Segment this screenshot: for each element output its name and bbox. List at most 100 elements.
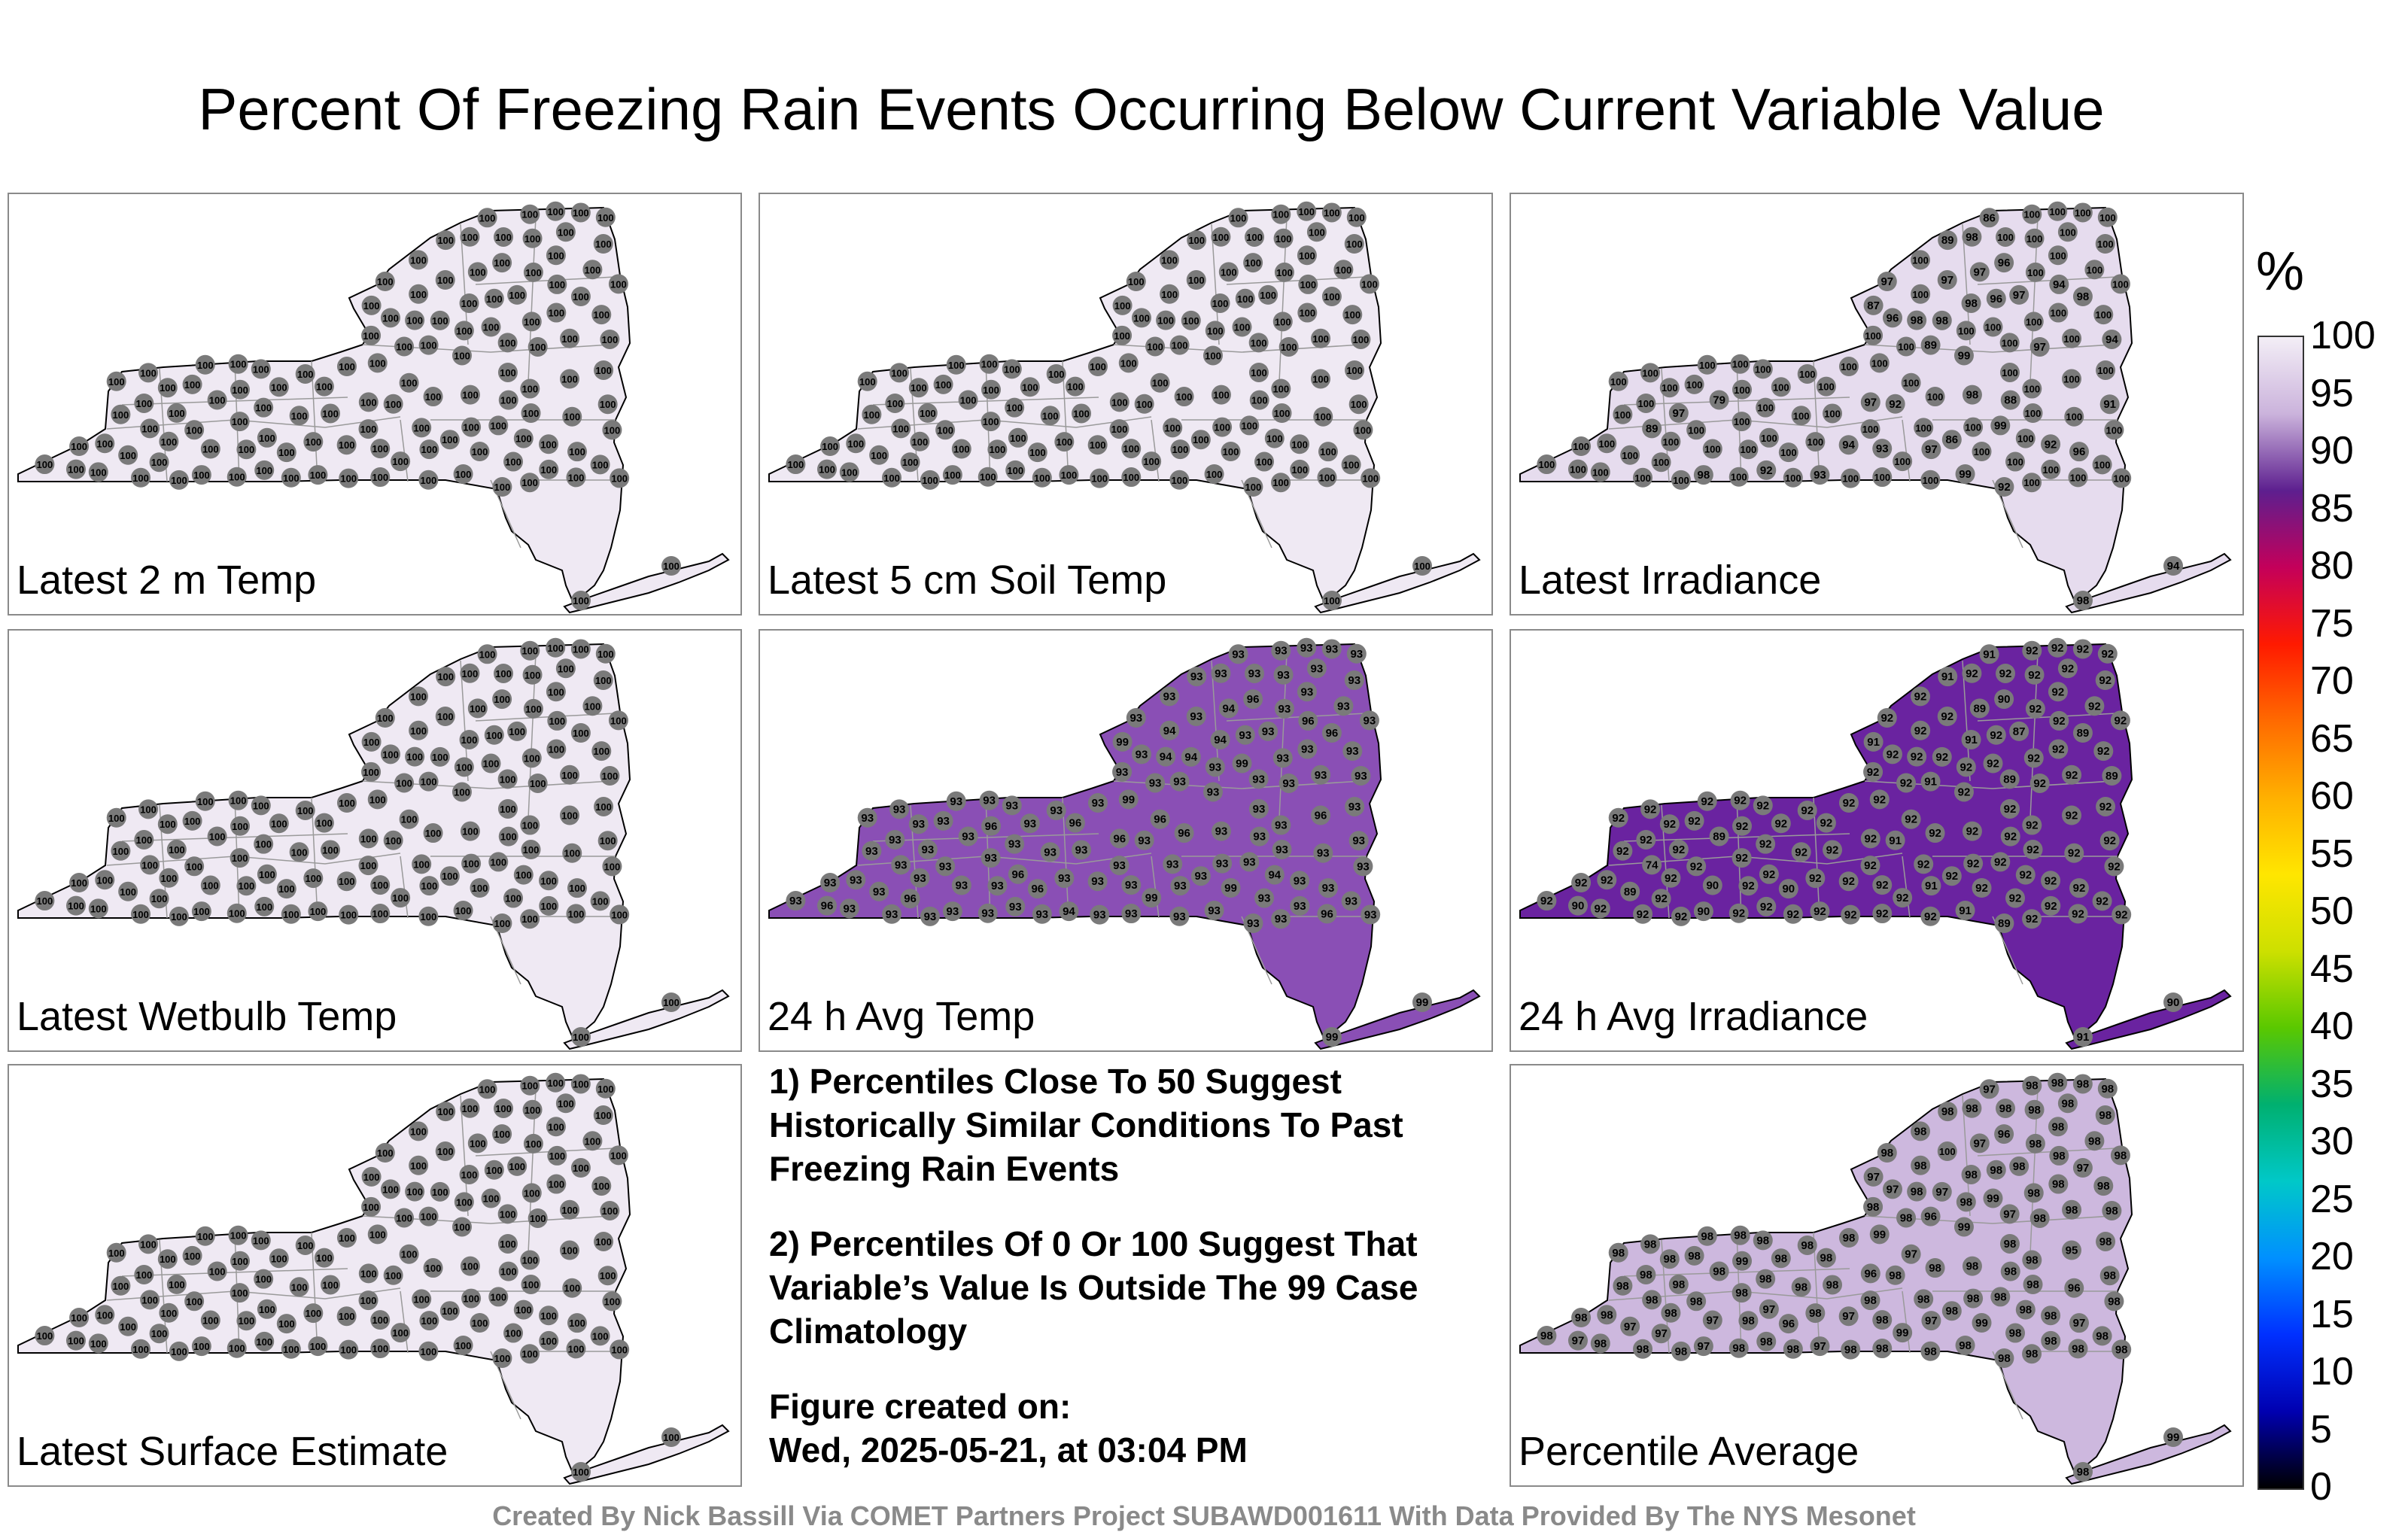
station-value: 100 <box>1898 341 1914 352</box>
station-value: 100 <box>1865 330 1881 342</box>
station-marker: 100 <box>1126 271 1146 291</box>
station-marker: 86 <box>1941 430 1962 450</box>
station-marker: 100 <box>157 814 178 834</box>
station-dot <box>1805 1303 1826 1324</box>
station-dot <box>520 204 540 224</box>
station-value: 100 <box>1123 472 1139 483</box>
station-marker: 100 <box>361 761 382 782</box>
station-value: 99 <box>1224 882 1237 895</box>
station-marker: 100 <box>1911 250 1931 270</box>
station-value: 100 <box>1214 422 1230 433</box>
station-marker: 100 <box>191 465 211 485</box>
station-dot <box>418 906 439 926</box>
station-marker: 96 <box>1243 689 1263 710</box>
station-value: 93 <box>1093 909 1106 922</box>
station-dot <box>484 1160 504 1180</box>
station-dot <box>1979 208 1999 228</box>
station-marker: 100 <box>1298 274 1318 294</box>
station-dot <box>507 1156 528 1176</box>
station-dot <box>1322 591 1342 610</box>
station-dot <box>1810 465 1830 485</box>
station-value: 98 <box>2045 1335 2057 1348</box>
station-marker: 100 <box>95 870 115 890</box>
station-dot <box>1810 1336 1830 1357</box>
station-dot <box>562 406 582 427</box>
station-dot <box>1962 821 1982 841</box>
station-marker: 92 <box>1896 773 1917 793</box>
station-marker: 100 <box>597 1266 618 1286</box>
station-dot <box>321 1275 341 1295</box>
station-value: 100 <box>1841 361 1857 372</box>
station-dot <box>138 1234 159 1254</box>
station-marker: 100 <box>2112 468 2132 488</box>
station-value: 91 <box>2103 398 2116 411</box>
station-marker: 92 <box>1805 868 1826 889</box>
station-marker: 100 <box>2022 204 2042 224</box>
station-value: 97 <box>1672 407 1685 420</box>
station-dot <box>2048 302 2069 323</box>
station-marker: 93 <box>882 904 902 924</box>
station-marker: 100 <box>1317 467 1337 488</box>
station-marker: 100 <box>423 1258 443 1278</box>
station-marker: 98 <box>2072 1074 2093 1094</box>
station-value: 100 <box>2026 316 2042 327</box>
station-value: 98 <box>2099 1109 2112 1122</box>
station-marker: 93 <box>1235 725 1255 745</box>
panel-latest-wetbulb-temp: 100 100 100 100 100 100 100 100 100 100 100 100 100 1… <box>8 629 742 1052</box>
station-value: 100 <box>561 333 578 345</box>
station-marker: 98 <box>1925 1258 1945 1278</box>
station-marker: 100 <box>269 377 289 397</box>
station-value: 100 <box>479 212 496 223</box>
station-dot <box>2073 1027 2093 1047</box>
station-dot <box>1072 840 1092 860</box>
station-value: 92 <box>1924 910 1937 923</box>
station-marker: 98 <box>1999 1233 2020 1254</box>
station-value: 94 <box>1184 751 1197 764</box>
station-marker: 92 <box>2092 891 2112 911</box>
station-dot <box>567 442 587 462</box>
station-marker: 96 <box>1174 823 1194 843</box>
station-value: 100 <box>401 814 418 825</box>
station-marker: 98 <box>2049 1145 2069 1166</box>
station-dot <box>2024 1099 2045 1120</box>
station-dot <box>236 1311 257 1331</box>
station-dot <box>857 371 877 391</box>
station-dot <box>418 1341 439 1361</box>
station-dot <box>409 1121 429 1141</box>
station-dot <box>1962 1256 1982 1276</box>
station-value: 100 <box>462 390 479 401</box>
station-value: 100 <box>151 893 168 904</box>
station-marker: 98 <box>1941 1301 1962 1321</box>
station-dot <box>1810 901 1830 922</box>
station-marker: 97 <box>2072 1158 2093 1178</box>
station-value: 93 <box>1258 892 1271 905</box>
station-marker: 100 <box>935 420 956 440</box>
station-marker: 100 <box>111 1275 131 1296</box>
state-map: 1001001001001001001001001001001001001001… <box>17 1072 730 1485</box>
station-dot <box>590 891 610 911</box>
station-value: 100 <box>944 470 961 481</box>
station-value: 98 <box>1864 1294 1877 1307</box>
station-marker: 97 <box>1877 271 1897 291</box>
station-marker: 100 <box>149 1324 169 1344</box>
station-value: 98 <box>1876 1314 1889 1327</box>
station-marker: 98 <box>2057 1093 2078 1114</box>
station-dot <box>481 753 501 774</box>
station-dot <box>571 591 591 610</box>
station-marker: 100 <box>228 790 248 810</box>
station-marker: 90 <box>2163 992 2183 1012</box>
station-value: 100 <box>113 409 129 421</box>
station-value: 92 <box>1896 892 1909 904</box>
station-marker: 94 <box>2163 556 2183 576</box>
station-marker: 100 <box>1254 451 1275 472</box>
station-dot <box>1333 260 1354 280</box>
station-value: 100 <box>193 1341 210 1352</box>
station-marker: 100 <box>933 374 953 394</box>
station-marker: 100 <box>523 262 543 282</box>
station-dot <box>528 1208 548 1228</box>
station-marker: 93 <box>1054 868 1075 889</box>
station-dot <box>1248 362 1269 382</box>
station-dot <box>230 848 250 868</box>
station-dot <box>336 871 357 892</box>
county-boundary <box>311 360 318 482</box>
